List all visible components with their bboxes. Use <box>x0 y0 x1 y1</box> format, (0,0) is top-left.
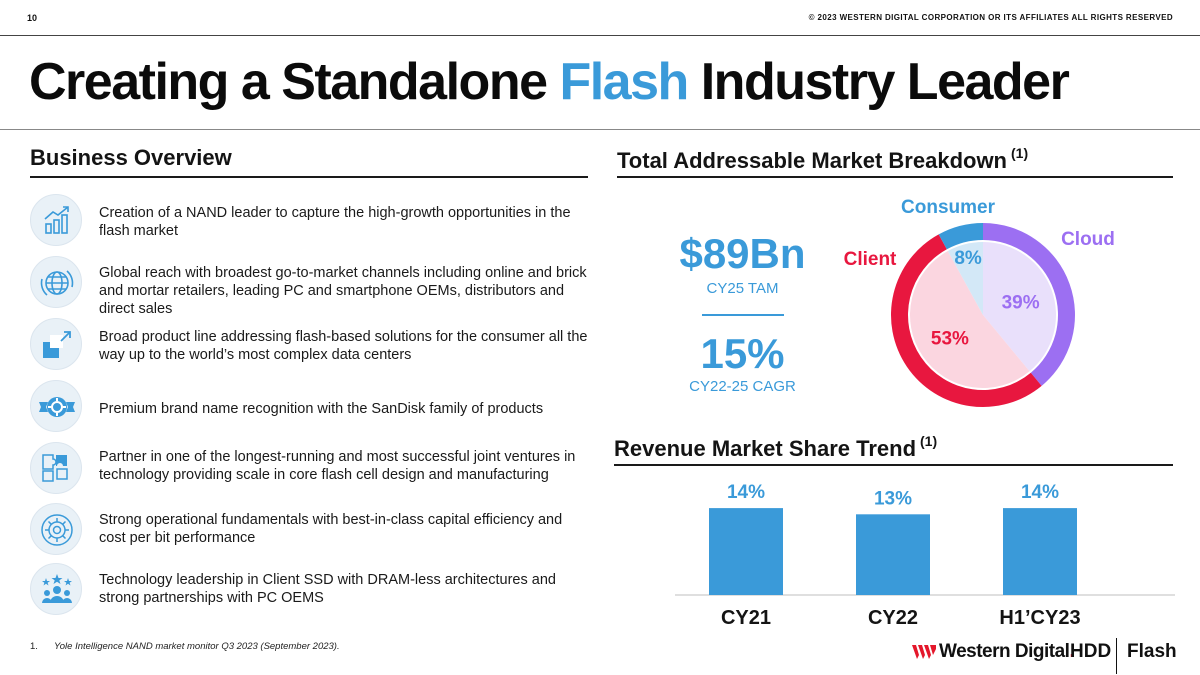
brand-name: Western Digital. <box>939 641 1075 663</box>
bar-category-label-h1-cy23: H1’CY23 <box>999 607 1080 629</box>
title-part2: Industry Leader <box>687 53 1070 111</box>
donut-value-label-client: 53% <box>931 328 969 349</box>
footnote: 1. Yole Intelligence NAND market monitor … <box>30 641 340 652</box>
overview-item-3: Broad product line addressing flash-base… <box>30 318 590 370</box>
donut-value-label-consumer: 8% <box>954 248 982 269</box>
title-divider <box>0 129 1200 130</box>
overview-item-text: Partner in one of the longest-running an… <box>99 449 576 483</box>
donut-category-label-cloud: Cloud <box>1061 229 1115 250</box>
overview-item-6: Strong operational fundamentals with bes… <box>30 503 590 555</box>
tam-heading-text: Total Addressable Market Breakdown <box>617 148 1007 173</box>
share-heading-text: Revenue Market Share Trend <box>614 436 917 461</box>
share-rule <box>614 464 1173 466</box>
business-overview-heading: Business Overview <box>30 145 232 170</box>
donut-inner-cloud <box>983 242 1056 372</box>
page-number: 10 <box>27 13 38 23</box>
footnote-text: Yole Intelligence NAND market monitor Q3… <box>53 641 340 652</box>
tam-rule <box>617 176 1173 178</box>
brand-name-text: Western Digital <box>939 641 1070 662</box>
donut-value-label-cloud: 39% <box>1002 292 1040 313</box>
cagr-value: 15% <box>700 330 785 377</box>
share-heading: Revenue Market Share Trend (1) <box>614 433 937 462</box>
share-footnote-ref: (1) <box>920 433 938 449</box>
western-digital-logo-icon <box>912 645 936 659</box>
overview-item-text: Creation of a NAND leader to capture the… <box>99 205 571 239</box>
brand-name-dot: . <box>1069 641 1075 662</box>
donut-inner-client <box>909 251 1030 389</box>
bar-category-label-cy22: CY22 <box>868 607 918 629</box>
brand-lockup: Western Digital. HDD Flash <box>912 638 1182 674</box>
overview-item-text: Strong operational fundamentals with bes… <box>99 512 563 546</box>
business-overview-rule <box>30 176 588 178</box>
tam-value-label: CY25 TAM <box>706 280 779 297</box>
overview-item-4: Premium brand name recognition with the … <box>30 380 590 432</box>
puzzle-icon <box>30 442 82 494</box>
gear-icon <box>30 503 82 555</box>
cagr-label: CY22-25 CAGR <box>689 378 796 395</box>
donut-category-label-consumer: Consumer <box>901 197 996 218</box>
globe-icon <box>30 256 82 308</box>
donut-ring-consumer <box>938 223 983 250</box>
donut-inner-consumer <box>947 242 983 315</box>
tam-footnote-ref: (1) <box>1011 145 1029 161</box>
brand-hdd: HDD <box>1070 641 1112 662</box>
growth-chart-icon <box>30 194 82 246</box>
bar-value-label-h1-cy23: 14% <box>1021 482 1059 503</box>
donut-ring-client <box>891 234 1042 407</box>
top-bar: 10 © 2023 WESTERN DIGITAL CORPORATION OR… <box>0 0 1200 36</box>
tam-value: $89Bn <box>679 230 806 277</box>
overview-item-text: Premium brand name recognition with the … <box>99 401 544 417</box>
overview-item-text: Global reach with broadest go-to-market … <box>99 265 587 317</box>
donut-category-label-client: Client <box>844 249 897 270</box>
bar-h1-cy23 <box>1003 508 1077 595</box>
bar-value-label-cy21: 14% <box>727 482 765 503</box>
bar-category-label-cy21: CY21 <box>721 607 771 629</box>
tam-donut-chart: 39% Cloud 53% Client 8% Consumer <box>844 197 1115 407</box>
overview-item-1: Creation of a NAND leader to capture the… <box>30 194 590 246</box>
brand-flash: Flash <box>1127 641 1177 662</box>
overview-item-5: Partner in one of the longest-running an… <box>30 442 590 494</box>
bar-value-label-cy22: 13% <box>874 488 912 509</box>
overview-item-text: Technology leadership in Client SSD with… <box>99 572 556 606</box>
donut-ring-cloud <box>983 223 1075 386</box>
bar-cy22 <box>856 514 930 595</box>
copyright-notice: © 2023 WESTERN DIGITAL CORPORATION OR IT… <box>808 13 1173 22</box>
expand-arrow-icon <box>30 318 82 370</box>
title-part1: Creating a Standalone <box>29 53 560 111</box>
overview-item-text: Broad product line addressing flash-base… <box>99 329 588 363</box>
tam-divider <box>702 314 784 316</box>
team-stars-icon <box>30 563 82 615</box>
footnote-number: 1. <box>30 641 38 652</box>
bar-cy21 <box>709 508 783 595</box>
brand-separator <box>1116 638 1117 674</box>
tam-heading: Total Addressable Market Breakdown (1) <box>617 145 1028 174</box>
title-accent: Flash <box>559 53 689 111</box>
overview-item-7: Technology leadership in Client SSD with… <box>30 563 590 615</box>
page-title: Creating a Standalone Flash Industry Lea… <box>29 52 1070 112</box>
overview-item-2: Global reach with broadest go-to-market … <box>30 256 590 317</box>
badge-gear-icon <box>30 380 82 432</box>
share-bar-chart: 14% CY21 13% CY22 14% H1’CY23 <box>675 482 1175 629</box>
